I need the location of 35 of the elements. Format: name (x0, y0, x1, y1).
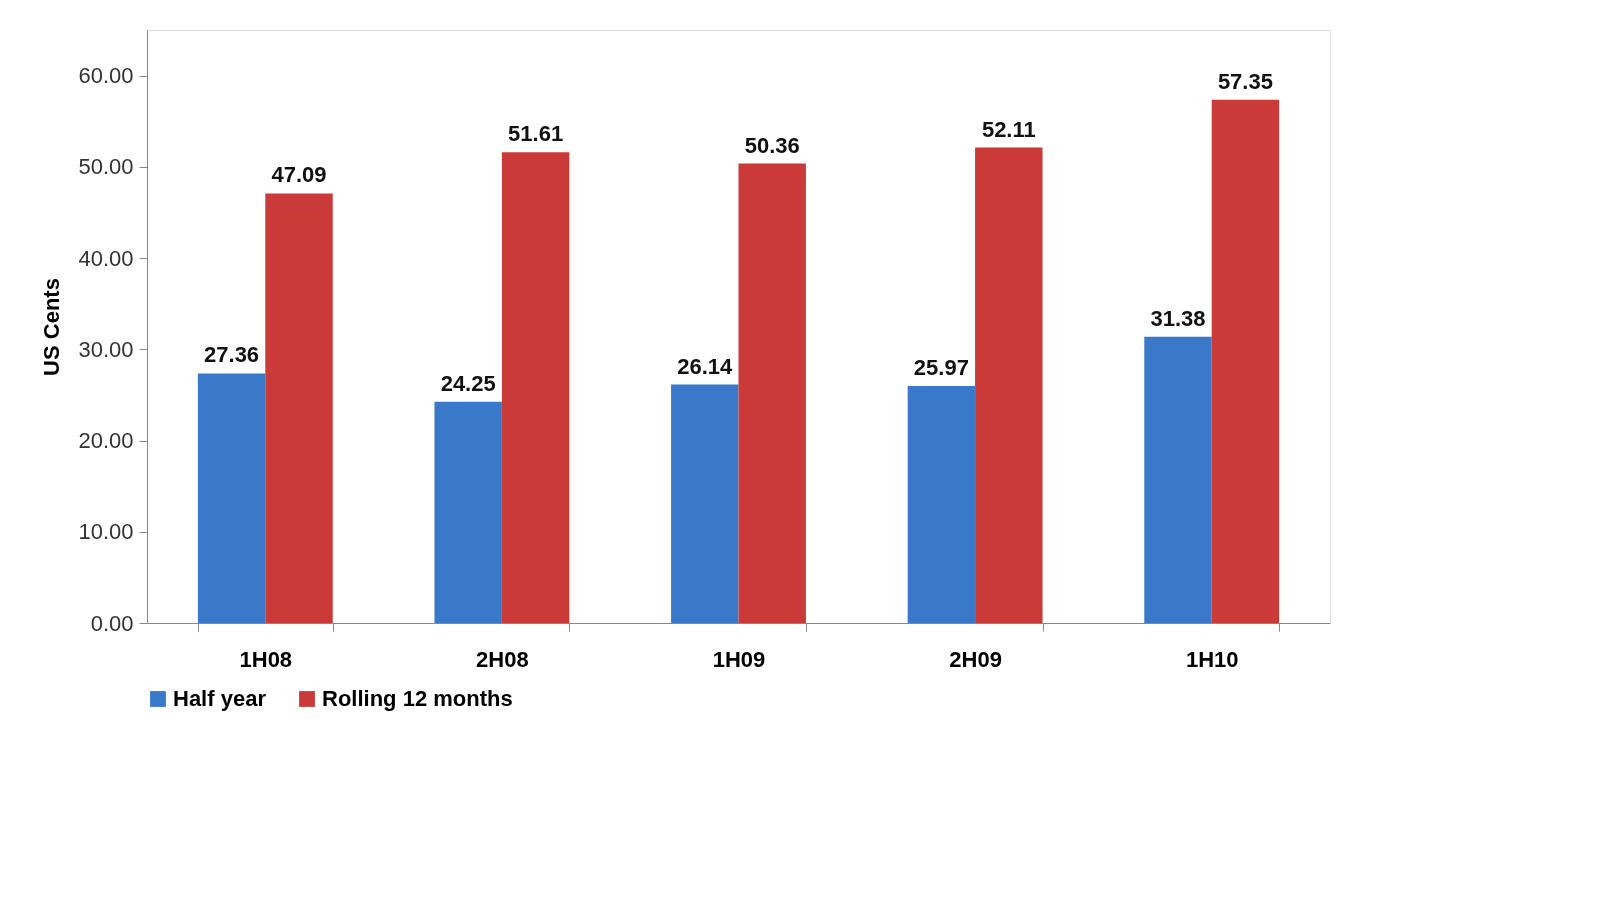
bar (671, 384, 739, 623)
data-label: 27.36 (204, 342, 260, 368)
y-axis-title: US Cents (39, 278, 65, 376)
bar (197, 373, 266, 623)
bar (738, 163, 806, 623)
x-tick-label: 1H09 (712, 646, 766, 672)
y-tick-label: 0.00 (90, 610, 134, 636)
data-label: 31.38 (1150, 305, 1206, 331)
x-tick-label: 1H10 (1185, 646, 1239, 672)
legend-label: Rolling 12 months (322, 686, 513, 711)
data-label: 57.35 (1217, 68, 1273, 94)
y-tick-label: 40.00 (78, 245, 134, 271)
bar (434, 401, 502, 623)
data-label: 50.36 (744, 132, 800, 158)
data-label: 26.14 (677, 353, 734, 379)
data-label: 51.61 (508, 121, 564, 147)
bar (265, 193, 333, 623)
bar (1211, 99, 1280, 623)
y-tick-label: 10.00 (78, 519, 134, 545)
y-tick-label: 50.00 (78, 154, 134, 180)
data-label: 52.11 (981, 116, 1036, 142)
x-tick-label: 2H09 (949, 646, 1002, 672)
x-tick-label: 1H08 (239, 646, 293, 672)
bar (907, 386, 976, 623)
x-tick-label: 2H08 (476, 646, 529, 672)
data-label: 24.25 (440, 370, 496, 396)
data-label: 47.09 (271, 162, 327, 188)
y-tick-label: 30.00 (78, 336, 134, 362)
data-label: 25.97 (913, 355, 969, 381)
y-tick-label: 60.00 (78, 63, 134, 89)
bar (1144, 336, 1212, 623)
legend-label: Half year (173, 686, 267, 711)
bar (501, 152, 570, 623)
bar (975, 147, 1043, 623)
y-tick-label: 20.00 (78, 428, 134, 454)
